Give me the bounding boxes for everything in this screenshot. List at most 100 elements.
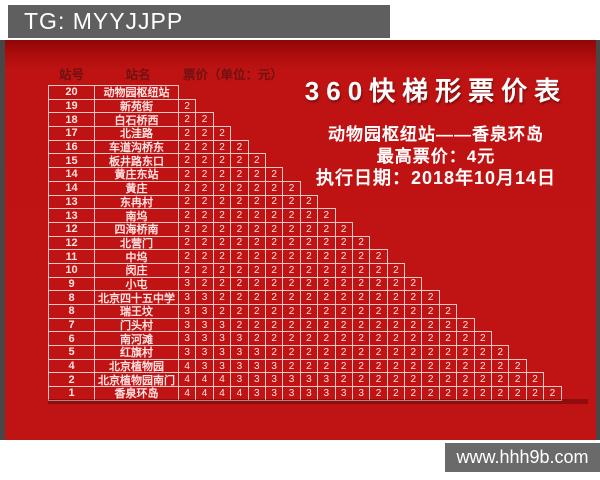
fare-cell: 2 — [386, 304, 406, 319]
fare-cell: 2 — [247, 290, 266, 305]
fare-cell: 2 — [264, 331, 284, 347]
station-name-cell: 北京四十五中学 — [94, 290, 179, 305]
station-number-cell: 2 — [48, 372, 95, 388]
fare-cell: 2 — [195, 112, 214, 128]
fare-cell: 2 — [247, 276, 266, 292]
fare-cell: 2 — [178, 167, 197, 182]
fare-cell: 2 — [247, 304, 266, 319]
fare-cell: 2 — [404, 304, 423, 319]
station-number-cell: 8 — [48, 290, 95, 305]
fare-cell: 2 — [473, 358, 493, 374]
fare-cell: 3 — [212, 317, 232, 333]
fare-cell: 2 — [299, 317, 319, 333]
station-row: 18 白石桥西 2 2 — [48, 112, 562, 128]
fare-cell: 2 — [438, 358, 458, 374]
station-name-cell: 车道沟桥东 — [94, 139, 179, 155]
fare-cell: 2 — [299, 358, 319, 374]
station-number-cell: 20 — [48, 85, 95, 100]
station-number-cell: 13 — [48, 208, 95, 223]
fare-cell: 2 — [282, 304, 301, 319]
fare-cell: 2 — [491, 345, 510, 360]
fare-cell: 2 — [195, 139, 214, 155]
fare-cell: 2 — [230, 262, 249, 278]
fare-cell: 2 — [230, 249, 249, 264]
fare-cell: 2 — [317, 262, 336, 278]
fare-cell: 2 — [282, 276, 301, 292]
fare-cell: 2 — [247, 317, 266, 333]
fare-cell: 2 — [212, 249, 232, 264]
fare-cell: 2 — [247, 331, 266, 347]
fare-cell: 2 — [247, 262, 266, 278]
fare-cell: 2 — [195, 221, 214, 237]
fare-cell: 2 — [195, 126, 214, 141]
fare-cell: 3 — [195, 317, 214, 333]
fare-cell: 2 — [212, 126, 232, 141]
fare-cell: 2 — [212, 194, 232, 210]
fare-table-body: 20 动物园枢纽站 19 新苑街 2 18 白石桥西 2 2 17 北洼路 2 2 2 16 车道沟桥东 2 2 2… — [48, 85, 562, 401]
fare-cell: 2 — [386, 331, 406, 347]
fare-cell: 2 — [299, 194, 319, 210]
station-row: 4 北京植物园 4 3 3 3 3 3 2 2 2 2 2 2 2 2 2 2 2 2 2 2 — [48, 358, 562, 374]
fare-cell: 2 — [386, 345, 406, 360]
fare-cell: 2 — [369, 372, 388, 388]
fare-cell: 3 — [230, 331, 249, 347]
station-row: 12 四海桥南 2 2 2 2 2 2 2 2 2 2 — [48, 221, 562, 237]
fare-cell: 2 — [456, 345, 475, 360]
fare-cell: 2 — [178, 194, 197, 210]
fare-cell: 2 — [247, 194, 266, 210]
fare-cell: 3 — [247, 345, 266, 360]
fare-cell: 2 — [473, 372, 493, 388]
effective-date-line: 执行日期：2018年10月14日 — [315, 168, 557, 188]
fare-cell: 2 — [317, 235, 336, 251]
fare-cell: 2 — [178, 126, 197, 141]
right-edge-strip — [596, 40, 600, 440]
fare-table-card: 站号 站名 票价（单位：元） 20 动物园枢纽站 19 新苑街 2 18 白石桥西 2 2 17 北… — [5, 40, 596, 440]
fare-cell: 2 — [282, 208, 301, 223]
fare-cell: 2 — [195, 262, 214, 278]
fare-cell: 2 — [212, 262, 232, 278]
station-number-cell: 18 — [48, 112, 95, 128]
fare-cell: 2 — [212, 180, 232, 196]
col-header-fare: 票价（单位：元） — [183, 67, 284, 82]
station-number-cell: 7 — [48, 317, 95, 333]
station-row: 7 门头村 3 3 3 2 2 2 2 2 2 2 2 2 2 2 2 2 2 — [48, 317, 562, 333]
fare-cell: 2 — [299, 235, 319, 251]
fare-cell: 2 — [334, 262, 353, 278]
fare-cell: 2 — [404, 372, 423, 388]
fare-cell: 2 — [282, 345, 301, 360]
fare-cell: 2 — [230, 167, 249, 182]
fare-cell: 3 — [195, 345, 214, 360]
fare-cell: 2 — [334, 235, 353, 251]
fare-cell: 2 — [264, 262, 284, 278]
fare-cell: 2 — [334, 358, 353, 374]
fare-cell: 2 — [351, 262, 371, 278]
station-number-cell: 6 — [48, 331, 95, 347]
fare-cell: 2 — [334, 290, 353, 305]
fare-cell: 4 — [212, 372, 232, 388]
station-name-cell: 闵庄 — [94, 262, 179, 278]
fare-cell: 2 — [386, 262, 406, 278]
fare-cell: 2 — [438, 304, 458, 319]
fare-cell: 2 — [230, 153, 249, 169]
station-name-cell: 新苑街 — [94, 98, 179, 114]
route-endpoints: 动物园枢纽站——香泉环岛 — [328, 125, 544, 144]
fare-cell: 2 — [178, 139, 197, 155]
fare-cell: 2 — [456, 331, 475, 347]
fare-cell: 2 — [438, 372, 458, 388]
fare-cell: 2 — [264, 221, 284, 237]
fare-cell: 2 — [178, 98, 197, 114]
fare-cell: 2 — [282, 221, 301, 237]
fare-cell: 2 — [178, 112, 197, 128]
fare-cell: 2 — [178, 208, 197, 223]
fare-cell: 2 — [334, 304, 353, 319]
fare-cell: 2 — [195, 208, 214, 223]
fare-cell: 2 — [299, 331, 319, 347]
fare-cell: 2 — [264, 194, 284, 210]
fare-cell: 2 — [195, 194, 214, 210]
fare-cell: 2 — [456, 317, 475, 333]
fare-cell: 2 — [369, 290, 388, 305]
fare-cell: 2 — [195, 153, 214, 169]
station-number-cell: 4 — [48, 358, 95, 374]
fare-cell: 2 — [386, 372, 406, 388]
fare-cell: 2 — [456, 358, 475, 374]
